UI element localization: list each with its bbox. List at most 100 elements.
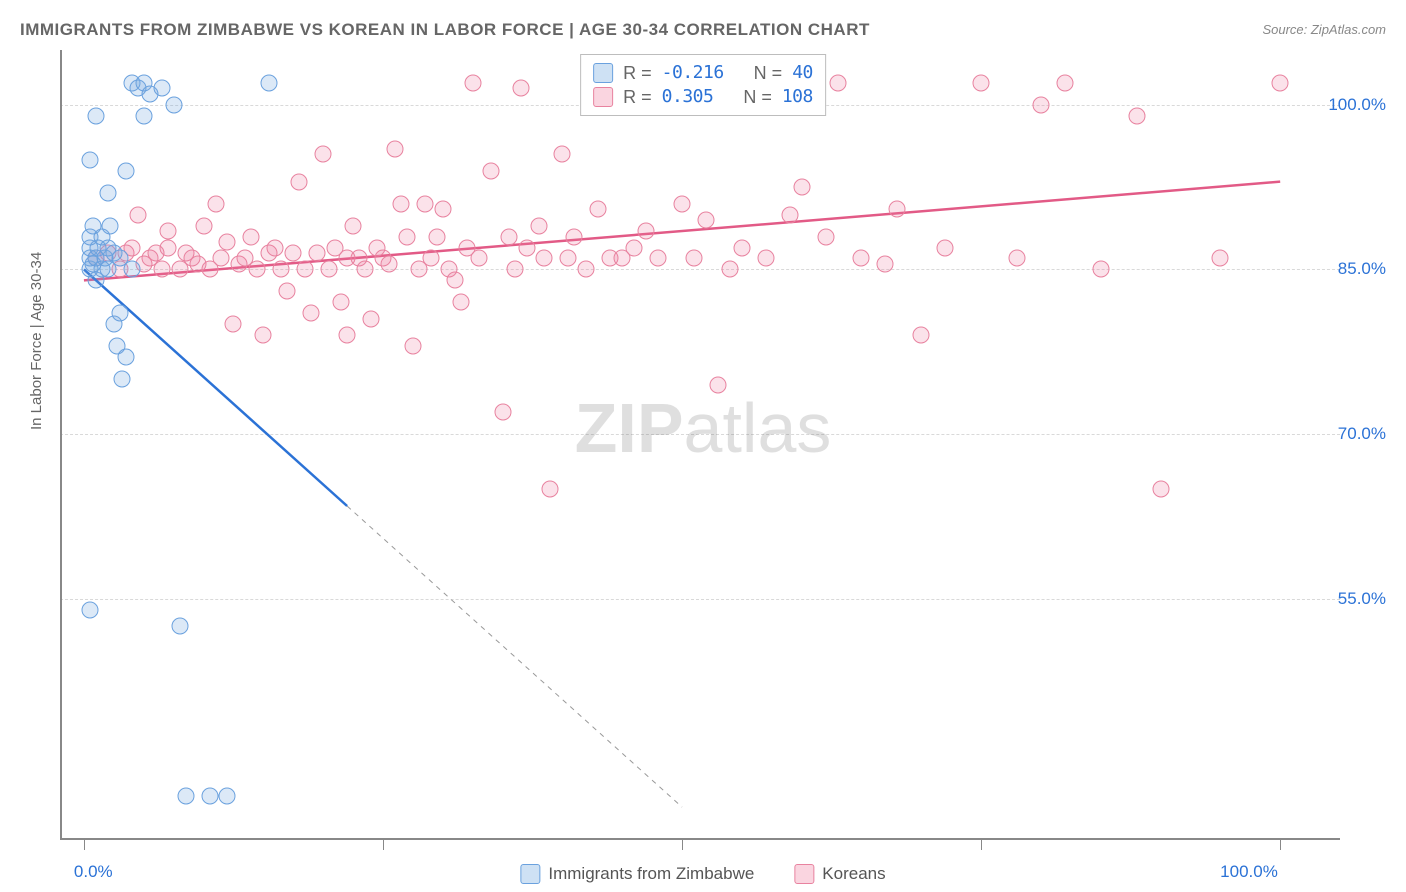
data-point xyxy=(817,228,834,245)
data-point xyxy=(404,338,421,355)
data-point xyxy=(99,184,116,201)
data-point xyxy=(123,261,140,278)
data-point xyxy=(291,173,308,190)
data-point xyxy=(650,250,667,267)
data-point xyxy=(446,272,463,289)
data-point xyxy=(380,255,397,272)
data-point xyxy=(512,80,529,97)
data-point xyxy=(560,250,577,267)
data-point xyxy=(386,140,403,157)
data-point xyxy=(829,74,846,91)
y-axis-label: In Labor Force | Age 30-34 xyxy=(28,252,45,430)
chart-title: IMMIGRANTS FROM ZIMBABWE VS KOREAN IN LA… xyxy=(20,20,870,40)
n-value: 108 xyxy=(782,85,813,109)
data-point xyxy=(536,250,553,267)
data-point xyxy=(117,349,134,366)
y-tick-label: 70.0% xyxy=(1338,424,1386,444)
r-label: R = xyxy=(623,61,652,85)
data-point xyxy=(81,601,98,618)
data-point xyxy=(114,371,131,388)
data-point xyxy=(686,250,703,267)
data-point xyxy=(781,206,798,223)
data-point xyxy=(219,234,236,251)
data-point xyxy=(102,217,119,234)
data-point xyxy=(638,223,655,240)
data-point xyxy=(111,305,128,322)
data-point xyxy=(339,327,356,344)
data-point xyxy=(853,250,870,267)
x-tick-label: 0.0% xyxy=(74,862,113,882)
data-point xyxy=(285,244,302,261)
data-point xyxy=(793,179,810,196)
data-point xyxy=(261,74,278,91)
data-point xyxy=(117,162,134,179)
data-point xyxy=(219,788,236,805)
data-point xyxy=(566,228,583,245)
data-point xyxy=(297,261,314,278)
data-point xyxy=(464,74,481,91)
data-point xyxy=(135,107,152,124)
data-point xyxy=(159,223,176,240)
data-point xyxy=(177,788,194,805)
data-point xyxy=(973,74,990,91)
data-point xyxy=(590,201,607,218)
data-point xyxy=(315,146,332,163)
data-point xyxy=(554,146,571,163)
legend-swatch xyxy=(794,864,814,884)
legend-swatch-blue xyxy=(593,63,613,83)
data-point xyxy=(913,327,930,344)
x-tick-mark xyxy=(1280,840,1281,850)
data-point xyxy=(99,239,116,256)
watermark-bold: ZIP xyxy=(575,389,684,467)
r-value: -0.216 xyxy=(662,61,724,85)
data-point xyxy=(255,327,272,344)
data-point xyxy=(1272,74,1289,91)
legend-item: Koreans xyxy=(794,864,885,884)
data-point xyxy=(87,107,104,124)
data-point xyxy=(1032,96,1049,113)
data-point xyxy=(937,239,954,256)
data-point xyxy=(500,228,517,245)
legend-row: R = -0.216 N = 40 xyxy=(593,61,813,85)
data-point xyxy=(674,195,691,212)
legend-item: Immigrants from Zimbabwe xyxy=(520,864,754,884)
data-point xyxy=(542,480,559,497)
chart-container: IMMIGRANTS FROM ZIMBABWE VS KOREAN IN LA… xyxy=(0,0,1406,892)
data-point xyxy=(345,217,362,234)
data-point xyxy=(1152,480,1169,497)
watermark-rest: atlas xyxy=(684,389,832,467)
data-point xyxy=(213,250,230,267)
data-point xyxy=(416,195,433,212)
data-point xyxy=(333,294,350,311)
legend-swatch-pink xyxy=(593,87,613,107)
data-point xyxy=(422,250,439,267)
x-tick-mark xyxy=(981,840,982,850)
data-point xyxy=(249,261,266,278)
correlation-legend: R = -0.216 N = 40 R = 0.305 N = 108 xyxy=(580,54,826,116)
data-point xyxy=(153,261,170,278)
data-point xyxy=(279,283,296,300)
legend-label: Immigrants from Zimbabwe xyxy=(548,864,754,884)
data-point xyxy=(721,261,738,278)
data-point xyxy=(81,151,98,168)
r-value: 0.305 xyxy=(662,85,714,109)
n-value: 40 xyxy=(792,61,813,85)
data-point xyxy=(1128,107,1145,124)
n-label: N = xyxy=(743,85,772,109)
data-point xyxy=(434,201,451,218)
data-point xyxy=(201,788,218,805)
data-point xyxy=(273,261,290,278)
data-point xyxy=(506,261,523,278)
source-attribution: Source: ZipAtlas.com xyxy=(1262,22,1386,37)
data-point xyxy=(207,195,224,212)
data-point xyxy=(470,250,487,267)
data-point xyxy=(129,206,146,223)
r-label: R = xyxy=(623,85,652,109)
watermark: ZIPatlas xyxy=(575,388,832,468)
data-point xyxy=(321,261,338,278)
legend-label: Koreans xyxy=(822,864,885,884)
data-point xyxy=(267,239,284,256)
data-point xyxy=(225,316,242,333)
data-point xyxy=(697,212,714,229)
x-tick-label: 100.0% xyxy=(1220,862,1278,882)
